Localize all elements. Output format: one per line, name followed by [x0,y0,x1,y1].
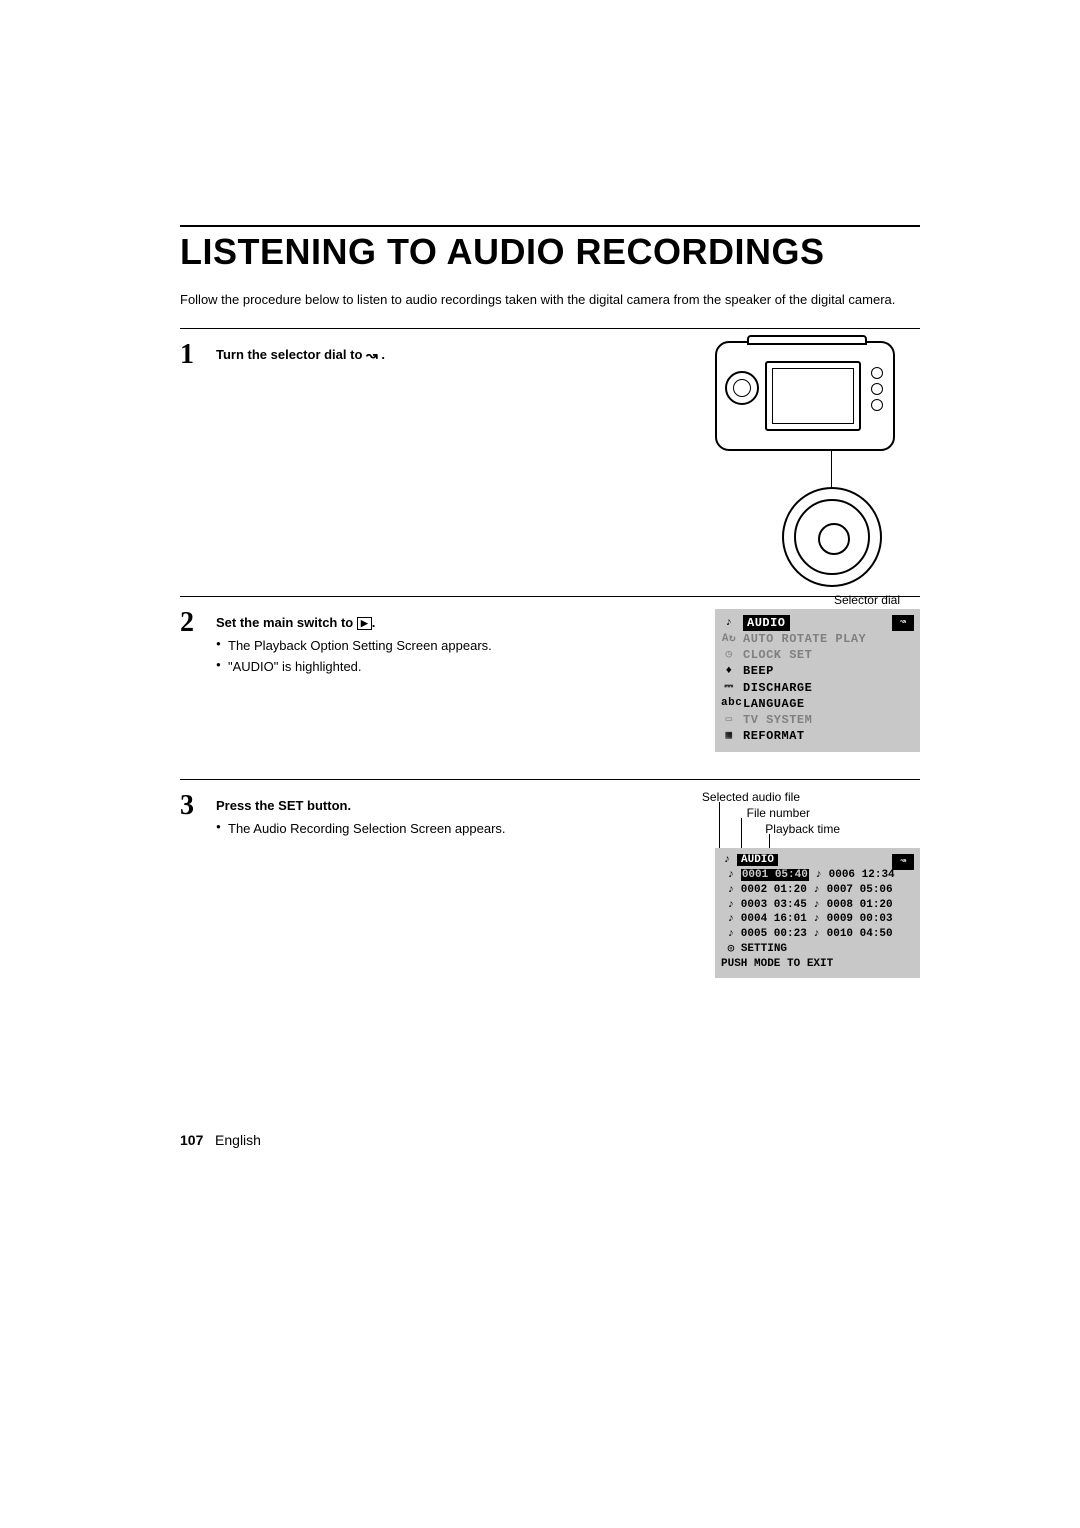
audio-header: AUDIO [737,854,778,866]
divider [180,596,920,597]
divider [180,328,920,329]
file-list-row: ♪ 0003 03:45 ♪ 0008 01:20 [721,898,914,913]
menu-label: REFORMAT [743,728,805,744]
step-number: 2 [180,609,204,637]
file-list-row: ♪ 0002 01:20 ♪ 0007 05:06 [721,883,914,898]
note-icon: ♪ [721,854,733,866]
menu-icon: A↻ [721,632,737,647]
intro-text: Follow the procedure below to listen to … [180,291,920,310]
annotation-filenum: File number [747,806,810,820]
menu-label: DISCHARGE [743,680,812,696]
selector-dial-label: Selector dial [834,593,900,607]
heading-text-post: . [372,615,376,630]
lcd-menu-row: ▦ REFORMAT [721,728,914,744]
setting-row: ◎ SETTING [721,942,914,957]
annotation-playtime: Playback time [765,822,840,836]
menu-label: AUTO ROTATE PLAY [743,631,866,647]
step-3: 3 Press the SET button. The Audio Record… [180,792,920,1012]
playback-icon: ▶ [357,617,372,630]
exit-hint: PUSH MODE TO EXIT [721,957,914,972]
menu-label: TV SYSTEM [743,712,812,728]
camera-illustration [715,341,920,451]
heading-text: Set the main switch to [216,615,357,630]
step-2: 2 Set the main switch to ▶. The Playback… [180,609,920,769]
mode-icon: ↝ [892,854,914,870]
menu-label: CLOCK SET [743,647,812,663]
wave-icon: ↝ [366,347,378,363]
title-rule [180,225,920,227]
page-footer: 107 English [180,1132,261,1148]
page-language: English [215,1132,261,1148]
menu-icon: abc [721,696,737,711]
selector-dial-icon [782,487,882,587]
step-number: 3 [180,792,204,820]
step-number: 1 [180,341,204,369]
page-number: 107 [180,1132,203,1148]
step-1: 1 Turn the selector dial to ↝ . Selector… [180,341,920,586]
camera-body-icon [715,341,895,451]
lcd-menu-row: ⎓ DISCHARGE [721,680,914,696]
note-icon: ♪ [721,616,737,631]
menu-icon: ⎓ [721,680,737,695]
page-title: LISTENING TO AUDIO RECORDINGS [180,231,920,273]
menu-icon: ▦ [721,729,737,744]
lcd-menu-row: ▭ TV SYSTEM [721,712,914,728]
menu-label: LANGUAGE [743,696,805,712]
menu-icon: ♦ [721,664,737,679]
lcd-screen-options: ↝ ♪ AUDIO A↻ AUTO ROTATE PLAY ◷ CLOCK SET ♦ B… [715,609,920,753]
menu-icon: ▭ [721,713,737,728]
menu-icon: ◷ [721,648,737,663]
mode-icon: ↝ [892,615,914,631]
lcd-menu-row: A↻ AUTO ROTATE PLAY [721,631,914,647]
page-content: LISTENING TO AUDIO RECORDINGS Follow the… [180,225,920,1012]
step-3-heading: Press the SET button. [216,798,920,813]
menu-label: BEEP [743,663,774,679]
divider [180,779,920,780]
setting-label: SETTING [741,943,787,955]
heading-text-post: . [378,347,385,362]
file-list-row: ♪ 0001 05:40 ♪ 0006 12:34 [721,868,914,883]
lcd-screen-filelist: ↝ ♪ AUDIO ♪ 0001 05:40 ♪ 0006 12:34 ♪ 00… [715,848,920,978]
file-list-row: ♪ 0005 00:23 ♪ 0010 04:50 [721,927,914,942]
heading-text: Turn the selector dial to [216,347,366,362]
audio-header: AUDIO [743,615,790,631]
lcd-menu-row: abc LANGUAGE [721,696,914,712]
file-list-row: ♪ 0004 16:01 ♪ 0009 00:03 [721,912,914,927]
lcd-menu-row: ◷ CLOCK SET [721,647,914,663]
lcd-menu-row: ♦ BEEP [721,663,914,679]
annotation-selected: Selected audio file [702,790,800,804]
